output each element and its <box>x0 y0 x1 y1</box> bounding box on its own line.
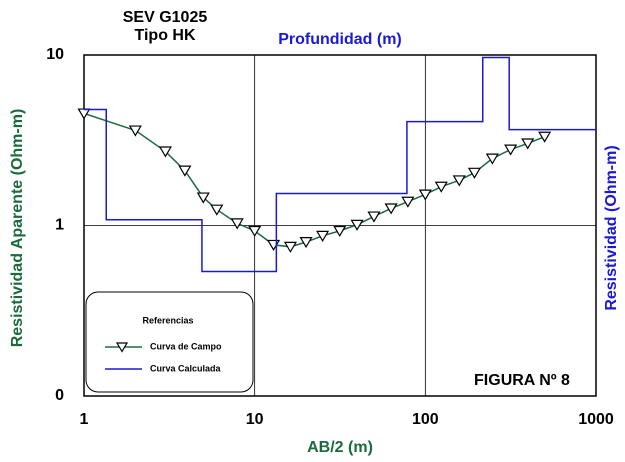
marker <box>467 167 482 179</box>
x-tick-label: 100 <box>412 411 439 428</box>
marker <box>333 225 347 238</box>
y-tick-label: 0 <box>55 387 64 404</box>
marker <box>283 241 297 253</box>
marker <box>77 108 91 120</box>
marker <box>178 165 192 177</box>
series-line <box>83 112 545 248</box>
legend-marker <box>115 342 129 353</box>
marker <box>210 204 224 216</box>
x-tick-label: 1000 <box>578 411 614 428</box>
chart-title: Tipo HK <box>134 27 195 44</box>
plot-frame <box>83 54 597 397</box>
marker <box>230 218 244 230</box>
x-tick-label: 1 <box>80 411 89 428</box>
annotation: FIGURA Nº 8 <box>474 372 570 389</box>
marker <box>401 196 415 208</box>
marker <box>158 146 172 158</box>
marker <box>384 203 398 215</box>
chart-title: SEV G1025 <box>123 9 208 26</box>
y-tick-label: 10 <box>46 46 64 63</box>
legend-box <box>85 291 254 393</box>
marker <box>485 153 499 165</box>
marker <box>367 211 381 223</box>
y-axis-label: Resistividad Aparente (Ohm-m) <box>9 109 26 348</box>
x-tick-label: 10 <box>246 411 264 428</box>
legend-title: Referencias <box>142 315 193 325</box>
legend-label: Curva de Campo <box>150 341 222 351</box>
y2-axis-label: Resistividad (Ohm-m) <box>603 145 620 310</box>
marker <box>196 192 210 204</box>
marker <box>418 189 432 201</box>
marker <box>452 175 466 187</box>
marker <box>128 125 142 137</box>
marker <box>504 144 518 156</box>
marker <box>521 138 535 150</box>
series-line <box>84 56 596 273</box>
marker <box>350 219 364 231</box>
marker <box>316 230 330 242</box>
marker <box>248 225 262 238</box>
marker <box>434 181 448 193</box>
marker <box>538 131 552 143</box>
y-tick-label: 1 <box>55 217 64 234</box>
x-axis-label: AB/2 (m) <box>307 439 373 456</box>
marker <box>299 237 313 249</box>
subtitle: Profundidad (m) <box>278 31 402 48</box>
legend-label: Curva Calculada <box>150 363 222 373</box>
